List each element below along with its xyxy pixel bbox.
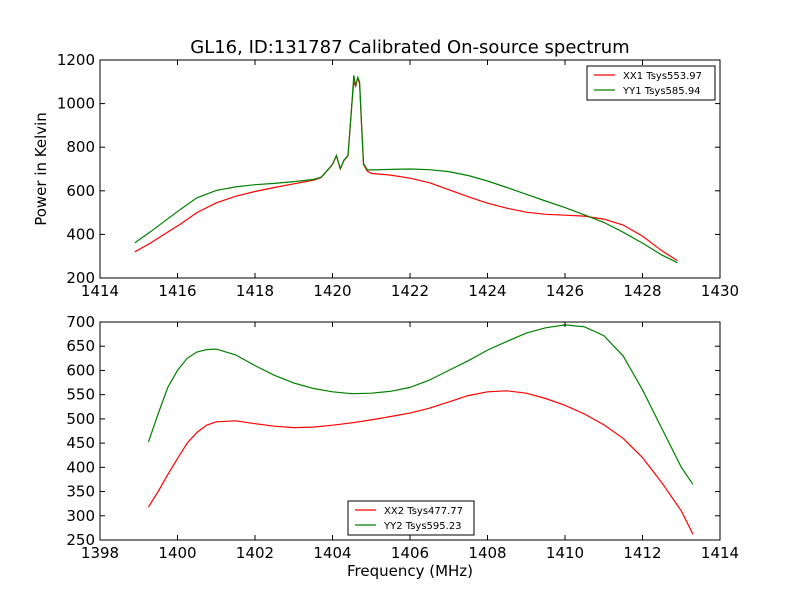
- figure-title: GL16, ID:131787 Calibrated On-source spe…: [190, 37, 629, 58]
- legend-label: XX1 Tsys553.97: [623, 71, 702, 82]
- x-tick-label: 1400: [158, 544, 196, 562]
- plot-panel-2: 1398 1400 1402 1404 1406 1408 1410 1412 1414 250 3…: [66, 313, 739, 580]
- x-tick-label: 1422: [391, 282, 429, 300]
- y-tick-label: 350: [66, 483, 95, 501]
- legend-box: [586, 65, 716, 101]
- y-tick-label: 1200: [57, 51, 95, 69]
- legend-box: [347, 500, 475, 536]
- x-tick-label: 1426: [546, 282, 584, 300]
- x-tick-label: 1410: [546, 544, 584, 562]
- x-tick-label: 1424: [468, 282, 506, 300]
- x-tick-label: 1414: [701, 544, 739, 562]
- x-tick-label: 1414: [81, 282, 119, 300]
- y-tick-label: 300: [66, 507, 95, 525]
- y-tick-label: 250: [66, 531, 95, 549]
- x-tick-label: 1404: [313, 544, 351, 562]
- y-tick-label: 500: [66, 410, 95, 428]
- y-tick-label: 600: [66, 361, 95, 379]
- y-tick-label: 550: [66, 386, 95, 404]
- legend-label: XX2 Tsys477.77: [384, 506, 463, 517]
- y-tick-label: 400: [66, 225, 95, 243]
- x-tick-label: 1408: [468, 544, 506, 562]
- x-tick-label: 1430: [701, 282, 739, 300]
- x-tick-label: 1402: [236, 544, 274, 562]
- x-tick-label: 1412: [623, 544, 661, 562]
- legend: XX2 Tsys477.77 YY2 Tsys595.23: [347, 500, 475, 536]
- x-tick-label: 1418: [236, 282, 274, 300]
- legend: XX1 Tsys553.97 YY1 Tsys585.94: [586, 65, 716, 101]
- y-tick-label: 200: [66, 269, 95, 287]
- y-axis-label: Power in Kelvin: [32, 112, 50, 226]
- x-tick-label: 1420: [313, 282, 351, 300]
- y-tick-label: 400: [66, 458, 95, 476]
- y-tick-label: 1000: [57, 95, 95, 113]
- y-tick-label: 600: [66, 182, 95, 200]
- legend-label: YY2 Tsys595.23: [383, 521, 462, 532]
- x-tick-label: 1428: [623, 282, 661, 300]
- y-tick-label: 650: [66, 337, 95, 355]
- series-line-2-1: [147, 390, 694, 535]
- x-tick-label: 1406: [391, 544, 429, 562]
- plot-panel-1: 1414 1416 1418 1420 1422 1424 1426 1428 1430 200 4…: [32, 51, 739, 300]
- series-line-2-2: [147, 324, 694, 485]
- x-tick-label: 1416: [158, 282, 196, 300]
- y-tick-label: 700: [66, 313, 95, 331]
- y-tick-label: 800: [66, 138, 95, 156]
- x-tick-label: 1398: [81, 544, 119, 562]
- y-tick-label: 450: [66, 434, 95, 452]
- series-line-1-2: [134, 75, 678, 264]
- legend-label: YY1 Tsys585.94: [622, 86, 701, 97]
- x-axis-label: Frequency (MHz): [347, 562, 473, 580]
